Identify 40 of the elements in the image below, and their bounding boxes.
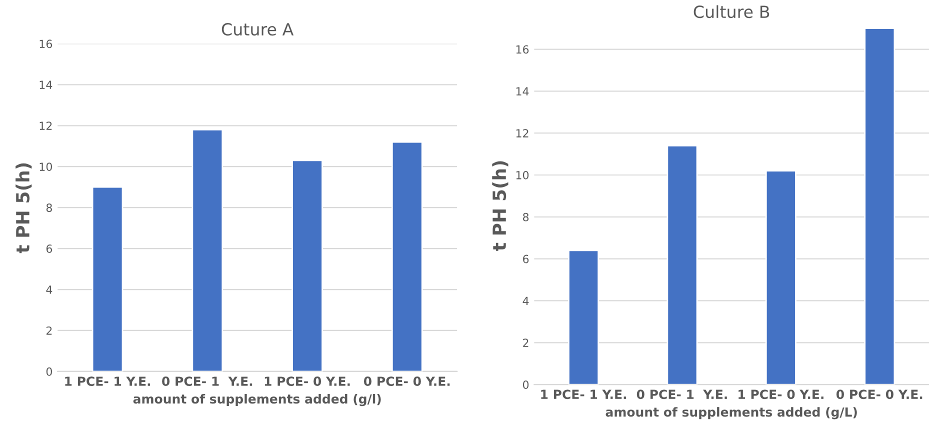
y-tick-label: 14 [40,80,52,89]
bar [765,170,796,385]
y-axis-title: t PH 5(h) [16,163,32,254]
x-axis-title: amount of supplements added (g/l) [133,394,381,406]
y-tick-label: 8 [46,204,52,212]
x-tick-label: 1 PCE- 1 Y.E. [541,390,626,400]
x-tick-label: 1 PCE- 1 Y.E. [65,376,150,386]
x-axis-title: amount of supplements added (g/L) [606,407,857,420]
bar [666,144,698,385]
chart-title: Cuture A [222,22,294,36]
y-tick-label: 6 [523,254,529,264]
y-tick-label: 4 [46,286,52,294]
bar [292,160,323,372]
bar [391,141,423,372]
x-tick-label: 0 PCE- 0 Y.E. [836,390,922,400]
bar [92,186,124,372]
x-tick-label: 1 PCE- 0 Y.E. [264,376,350,386]
y-tick-label: 10 [516,170,529,180]
y-tick-label: 6 [46,244,52,253]
x-tick-label: 0 PCE- 1 Y.E. [162,376,252,386]
y-tick-label: 0 [522,380,529,389]
y-tick-label: 16 [40,40,52,48]
y-tick-label: 2 [523,338,528,347]
x-tick-label: 0 PCE- 1 Y.E. [636,390,727,400]
y-tick-label: 12 [516,129,528,138]
y-tick-label: 8 [523,212,529,222]
y-tick-label: 2 [46,326,52,335]
x-tick-label: 0 PCE- 0 Y.E. [364,376,450,386]
y-tick-label: 4 [522,296,529,305]
chart-title: Culture B [694,5,770,18]
y-tick-label: 10 [40,162,52,171]
y-tick-label: 14 [516,87,529,96]
bar [192,129,224,372]
x-tick-label: 1 PCE- 0 Y.E. [738,390,824,400]
y-tick-label: 16 [516,45,529,54]
bar [864,28,896,385]
y-tick-label: 0 [46,367,52,376]
y-axis-title: t PH 5(h) [492,161,508,251]
y-tick-label: 12 [40,122,52,130]
bar [568,250,600,385]
